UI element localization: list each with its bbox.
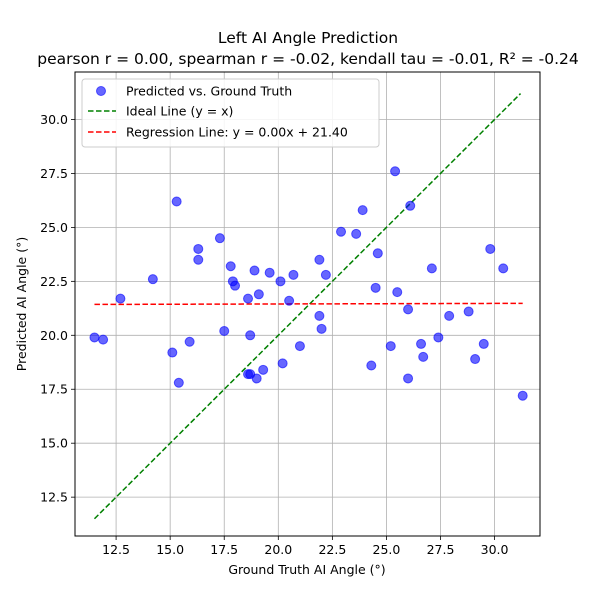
x-tick-label: 15.0 (156, 542, 184, 557)
chart-subtitle: pearson r = 0.00, spearman r = -0.02, ke… (37, 50, 579, 68)
scatter-point (250, 266, 259, 275)
x-axis-label: Ground Truth AI Angle (°) (228, 562, 385, 577)
data-points (90, 167, 527, 400)
scatter-point (471, 355, 480, 364)
scatter-point (259, 365, 268, 374)
y-tick-label: 30.0 (40, 112, 68, 127)
scatter-point (317, 324, 326, 333)
scatter-point (99, 335, 108, 344)
legend-label-scatter: Predicted vs. Ground Truth (126, 84, 292, 99)
x-tick-label: 22.5 (318, 542, 346, 557)
scatter-point (518, 391, 527, 400)
scatter-point (337, 227, 346, 236)
legend-marker-scatter (97, 87, 106, 96)
chart-title: Left AI Angle Prediction (218, 29, 398, 47)
x-axis-ticks: 12.5 15.0 17.5 20.0 22.5 25.0 27.5 30.0 (102, 536, 508, 557)
ideal-line (94, 94, 520, 519)
scatter-point (315, 255, 324, 264)
scatter-point (371, 283, 380, 292)
scatter-point (406, 201, 415, 210)
y-axis-label: Predicted AI Angle (°) (14, 237, 29, 371)
scatter-point (168, 348, 177, 357)
scatter-point (172, 197, 181, 206)
scatter-point (289, 270, 298, 279)
scatter-point (321, 270, 330, 279)
scatter-point (276, 277, 285, 286)
y-tick-label: 15.0 (40, 436, 68, 451)
scatter-point (386, 342, 395, 351)
scatter-point (90, 333, 99, 342)
y-tick-label: 27.5 (40, 166, 68, 181)
scatter-point (434, 333, 443, 342)
scatter-point (445, 311, 454, 320)
scatter-point (185, 337, 194, 346)
y-tick-label: 12.5 (40, 490, 68, 505)
scatter-point (486, 244, 495, 253)
scatter-point (464, 307, 473, 316)
scatter-point (116, 294, 125, 303)
scatter-point (246, 331, 255, 340)
x-tick-label: 20.0 (264, 542, 292, 557)
scatter-point (315, 311, 324, 320)
y-tick-label: 25.0 (40, 220, 68, 235)
scatter-point (220, 326, 229, 335)
x-tick-label: 30.0 (481, 542, 509, 557)
scatter-point (479, 339, 488, 348)
scatter-point (295, 342, 304, 351)
x-tick-label: 25.0 (373, 542, 401, 557)
legend-label-ideal-line: Ideal Line (y = x) (126, 104, 233, 119)
scatter-point (391, 167, 400, 176)
scatter-point (194, 244, 203, 253)
scatter-point (252, 374, 261, 383)
series-lines (94, 94, 522, 519)
x-tick-label: 17.5 (210, 542, 238, 557)
x-tick-label: 27.5 (427, 542, 455, 557)
legend-label-regression-line: Regression Line: y = 0.00x + 21.40 (126, 125, 348, 140)
y-tick-label: 22.5 (40, 274, 68, 289)
y-axis-ticks: 12.5 15.0 17.5 20.0 22.5 25.0 27.5 30.0 (40, 112, 75, 505)
scatter-point (226, 262, 235, 271)
y-tick-label: 20.0 (40, 328, 68, 343)
scatter-point (352, 229, 361, 238)
x-tick-label: 12.5 (102, 542, 130, 557)
scatter-point (419, 352, 428, 361)
scatter-point (174, 378, 183, 387)
scatter-point (215, 234, 224, 243)
scatter-point (373, 249, 382, 258)
regression-line (94, 303, 522, 304)
scatter-point (254, 290, 263, 299)
scatter-point (244, 294, 253, 303)
scatter-point (367, 361, 376, 370)
scatter-point (231, 281, 240, 290)
scatter-point (358, 206, 367, 215)
scatter-point (427, 264, 436, 273)
scatter-point (278, 359, 287, 368)
scatter-point (194, 255, 203, 264)
scatter-point (499, 264, 508, 273)
scatter-point (148, 275, 157, 284)
scatter-point (393, 288, 402, 297)
scatter-point (417, 339, 426, 348)
scatter-point (265, 268, 274, 277)
y-tick-label: 17.5 (40, 382, 68, 397)
legend: Predicted vs. Ground Truth Ideal Line (y… (82, 79, 379, 147)
scatter-point (285, 296, 294, 305)
scatter-point (404, 305, 413, 314)
scatter-point (404, 374, 413, 383)
